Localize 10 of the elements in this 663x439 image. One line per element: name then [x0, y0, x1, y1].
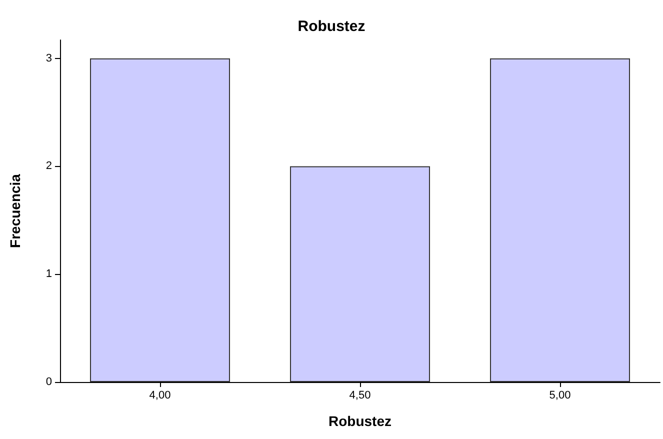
- y-tick-label: 0: [46, 376, 52, 388]
- y-tick-label: 3: [46, 52, 52, 64]
- x-tick-label: 4,50: [349, 390, 371, 402]
- y-tick-label: 1: [46, 268, 52, 280]
- y-tick-label: 2: [46, 160, 52, 172]
- y-axis-title: Frecuencia: [7, 174, 23, 248]
- x-tick-label: 5,00: [549, 390, 571, 402]
- x-tick-label: 4,00: [149, 390, 171, 402]
- chart-title: Robustez: [298, 18, 366, 35]
- x-axis-title: Robustez: [328, 413, 392, 429]
